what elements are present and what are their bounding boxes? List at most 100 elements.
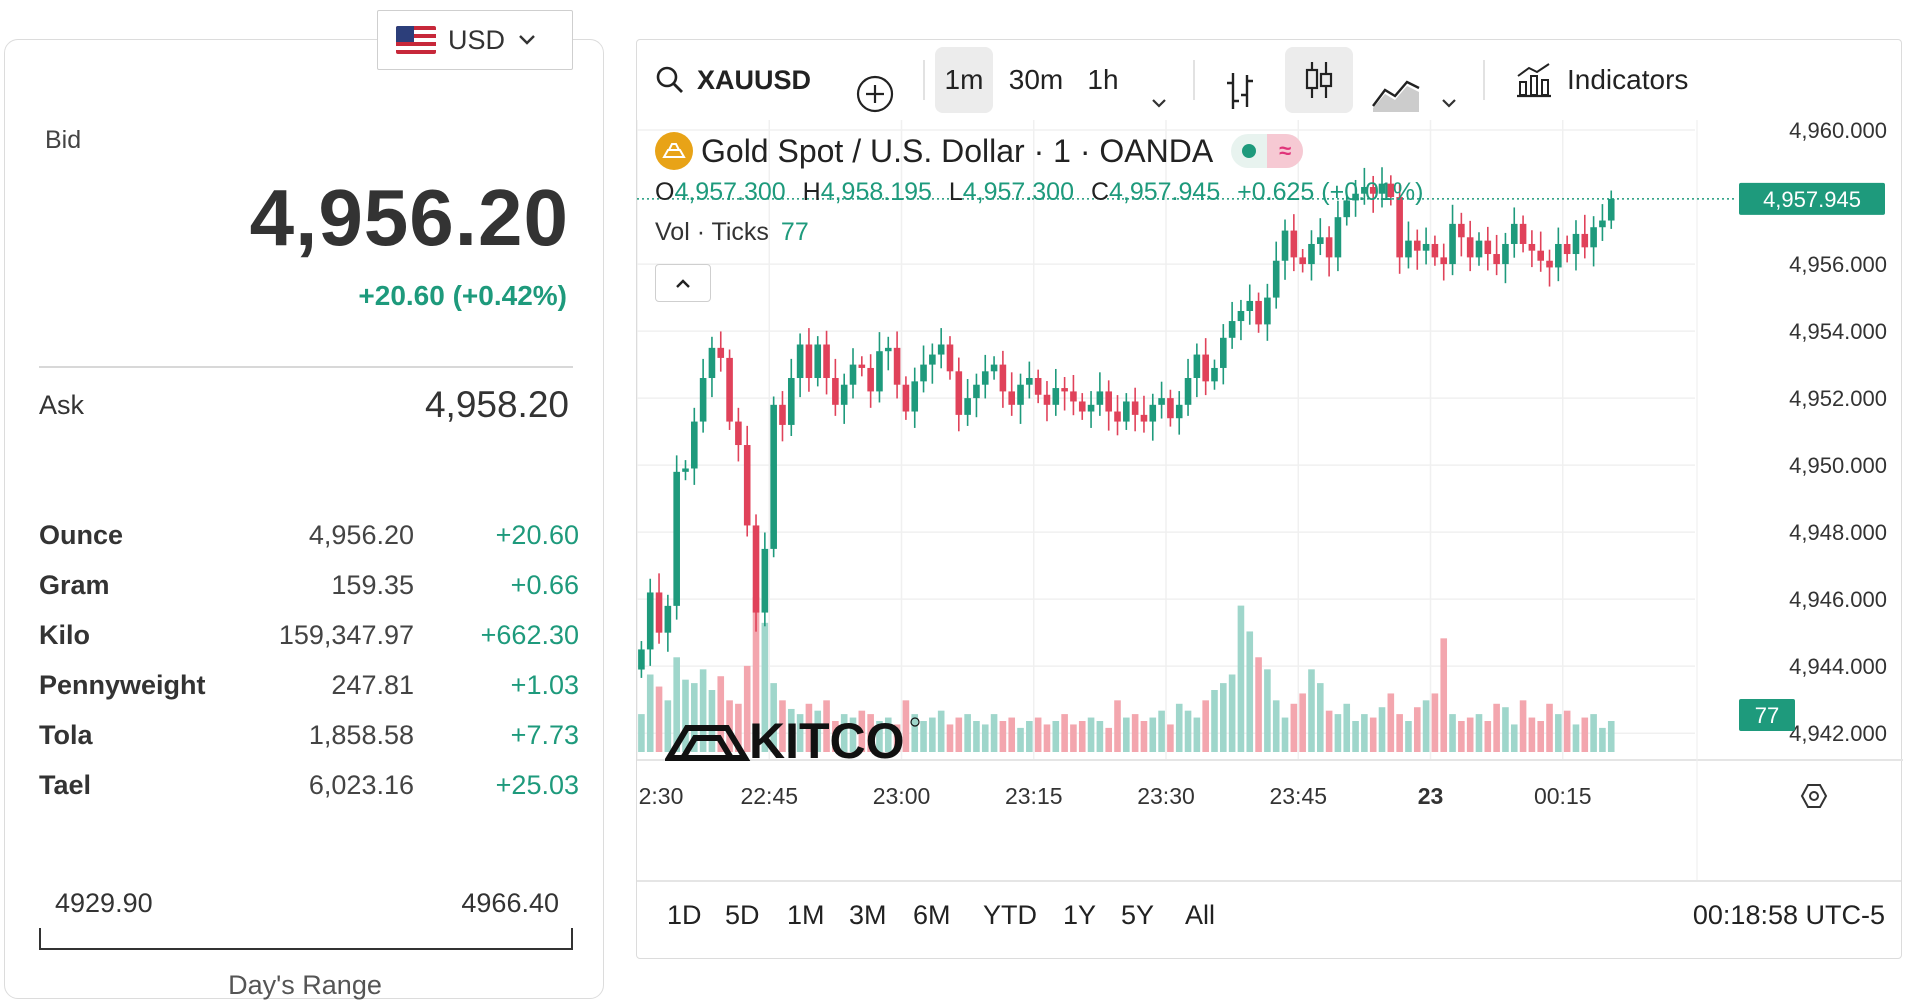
candle-body	[1026, 378, 1033, 385]
volume-bar	[664, 700, 672, 752]
unit-name: Ounce	[39, 519, 124, 550]
candle-body	[752, 525, 760, 613]
price-chart[interactable]: 4,960.000 4,956.000 4,954.000 4,952.000 4,95…	[637, 120, 1903, 880]
volume-bar	[1484, 721, 1492, 752]
chart-toolbar: XAUUSD 1m 30m 1h Indicators	[637, 40, 1901, 120]
candle-body	[1607, 198, 1615, 221]
volume-bar	[849, 717, 857, 752]
volume-bar	[1167, 724, 1174, 752]
volume-bar	[1334, 714, 1342, 752]
market-status-pill[interactable]: ≈	[1231, 134, 1304, 168]
y-axis-label: 4,960.000	[1789, 120, 1887, 143]
chart-settings-icon[interactable]	[1800, 784, 1828, 808]
toolbar-divider	[1483, 60, 1485, 100]
candle-body	[1272, 260, 1280, 298]
candle-body	[1563, 243, 1571, 255]
chevron-down-icon[interactable]	[1439, 70, 1459, 136]
candle-body	[990, 364, 998, 372]
volume-bar	[1449, 714, 1456, 752]
search-icon	[656, 66, 683, 93]
volume-bar	[1096, 721, 1104, 752]
timeframe-6m[interactable]: 6M	[913, 900, 951, 930]
candle-body	[761, 548, 769, 613]
chevron-up-icon	[676, 279, 690, 288]
volume-bar	[1510, 724, 1518, 752]
day-range-high: 4966.40	[461, 888, 559, 918]
interval-30m[interactable]: 30m	[1008, 64, 1064, 95]
candle-body	[735, 421, 742, 446]
candle-body	[1220, 337, 1227, 368]
interval-1h[interactable]: 1h	[1087, 64, 1119, 95]
timeframe-5d[interactable]: 5D	[725, 900, 760, 930]
table-row: Tola 1,858.58 +7.73	[39, 710, 579, 760]
toolbar-divider	[923, 60, 925, 100]
table-row: Kilo 159,347.97 +662.30	[39, 610, 579, 660]
currency-select[interactable]: USD	[377, 10, 573, 70]
candle-body	[779, 404, 786, 425]
unit-price: 247.81	[331, 669, 414, 700]
candle-body	[646, 592, 654, 650]
unit-price: 6,023.16	[308, 769, 414, 800]
bid-change: +20.60 (+0.42%)	[358, 280, 567, 311]
volume-bar	[999, 721, 1007, 752]
candle-body	[787, 378, 795, 425]
chart-settings-icon-center	[1809, 791, 1819, 801]
timeframe-1m[interactable]: 1M	[787, 900, 825, 930]
candle-body	[1361, 187, 1368, 194]
collapse-legend-button[interactable]	[655, 264, 711, 302]
volume-bar	[1255, 657, 1262, 752]
timeframe-all[interactable]: All	[1185, 900, 1216, 930]
candle-body	[823, 344, 830, 379]
y-axis-label: 4,950.000	[1789, 453, 1887, 478]
volume-bar	[1413, 707, 1421, 752]
candle-body	[691, 421, 698, 469]
last-volume-label: 77	[1755, 703, 1779, 728]
area-chart-type-icon[interactable]	[1371, 62, 1421, 128]
candle-chart-type-button[interactable]	[1285, 47, 1353, 113]
candle-body	[973, 384, 980, 399]
unit-name: Gram	[39, 569, 110, 600]
candle-body	[1096, 391, 1104, 405]
timeframe-1d[interactable]: 1D	[667, 900, 702, 930]
volume-bar	[990, 714, 998, 752]
candle-body	[1246, 300, 1254, 311]
table-row: Ounce 4,956.20 +20.60	[39, 510, 579, 560]
candle-body	[664, 605, 672, 633]
candle-body	[1546, 260, 1553, 268]
chevron-down-icon[interactable]	[1149, 70, 1169, 136]
candle-body	[1325, 237, 1333, 258]
volume-bar	[1502, 707, 1509, 752]
volume-bar	[1131, 714, 1139, 752]
candle-body	[858, 364, 866, 368]
currency-label: USD	[448, 24, 506, 55]
timeframe-ytd[interactable]: YTD	[983, 900, 1037, 930]
volume-bar	[1034, 717, 1042, 752]
toolbar-divider	[1193, 60, 1195, 100]
candle-body	[946, 344, 954, 372]
open-value: 4,957.300	[674, 178, 786, 206]
compare-plus-icon[interactable]	[855, 61, 895, 127]
volume-bar	[1519, 700, 1527, 752]
bar-chart-type-icon[interactable]	[1223, 58, 1257, 124]
volume-bar	[1475, 714, 1483, 752]
last-price-label: 4,957.945	[1763, 187, 1861, 212]
interval-1m[interactable]: 1m	[935, 47, 993, 113]
volume-bar	[1175, 703, 1183, 752]
volume-bar	[858, 710, 866, 752]
x-axis-label: 23	[1418, 783, 1444, 809]
y-axis-label: 4,942.000	[1789, 721, 1887, 746]
bid-price: 4,956.20	[249, 173, 569, 262]
chevron-down-icon	[519, 35, 535, 45]
volume-bar	[1396, 714, 1403, 752]
candle-body	[1123, 401, 1130, 422]
timeframe-3m[interactable]: 3M	[849, 900, 887, 930]
indicators-button[interactable]: Indicators	[1515, 47, 1688, 113]
symbol-search[interactable]: XAUUSD	[655, 47, 811, 113]
y-axis-label: 4,948.000	[1789, 520, 1887, 545]
timeframe-5y[interactable]: 5Y	[1121, 900, 1155, 930]
candle-body	[902, 384, 910, 412]
timeframe-1y[interactable]: 1Y	[1063, 900, 1097, 930]
candle-body	[655, 592, 663, 633]
unit-name: Kilo	[39, 619, 90, 650]
volume-bar	[832, 721, 839, 752]
